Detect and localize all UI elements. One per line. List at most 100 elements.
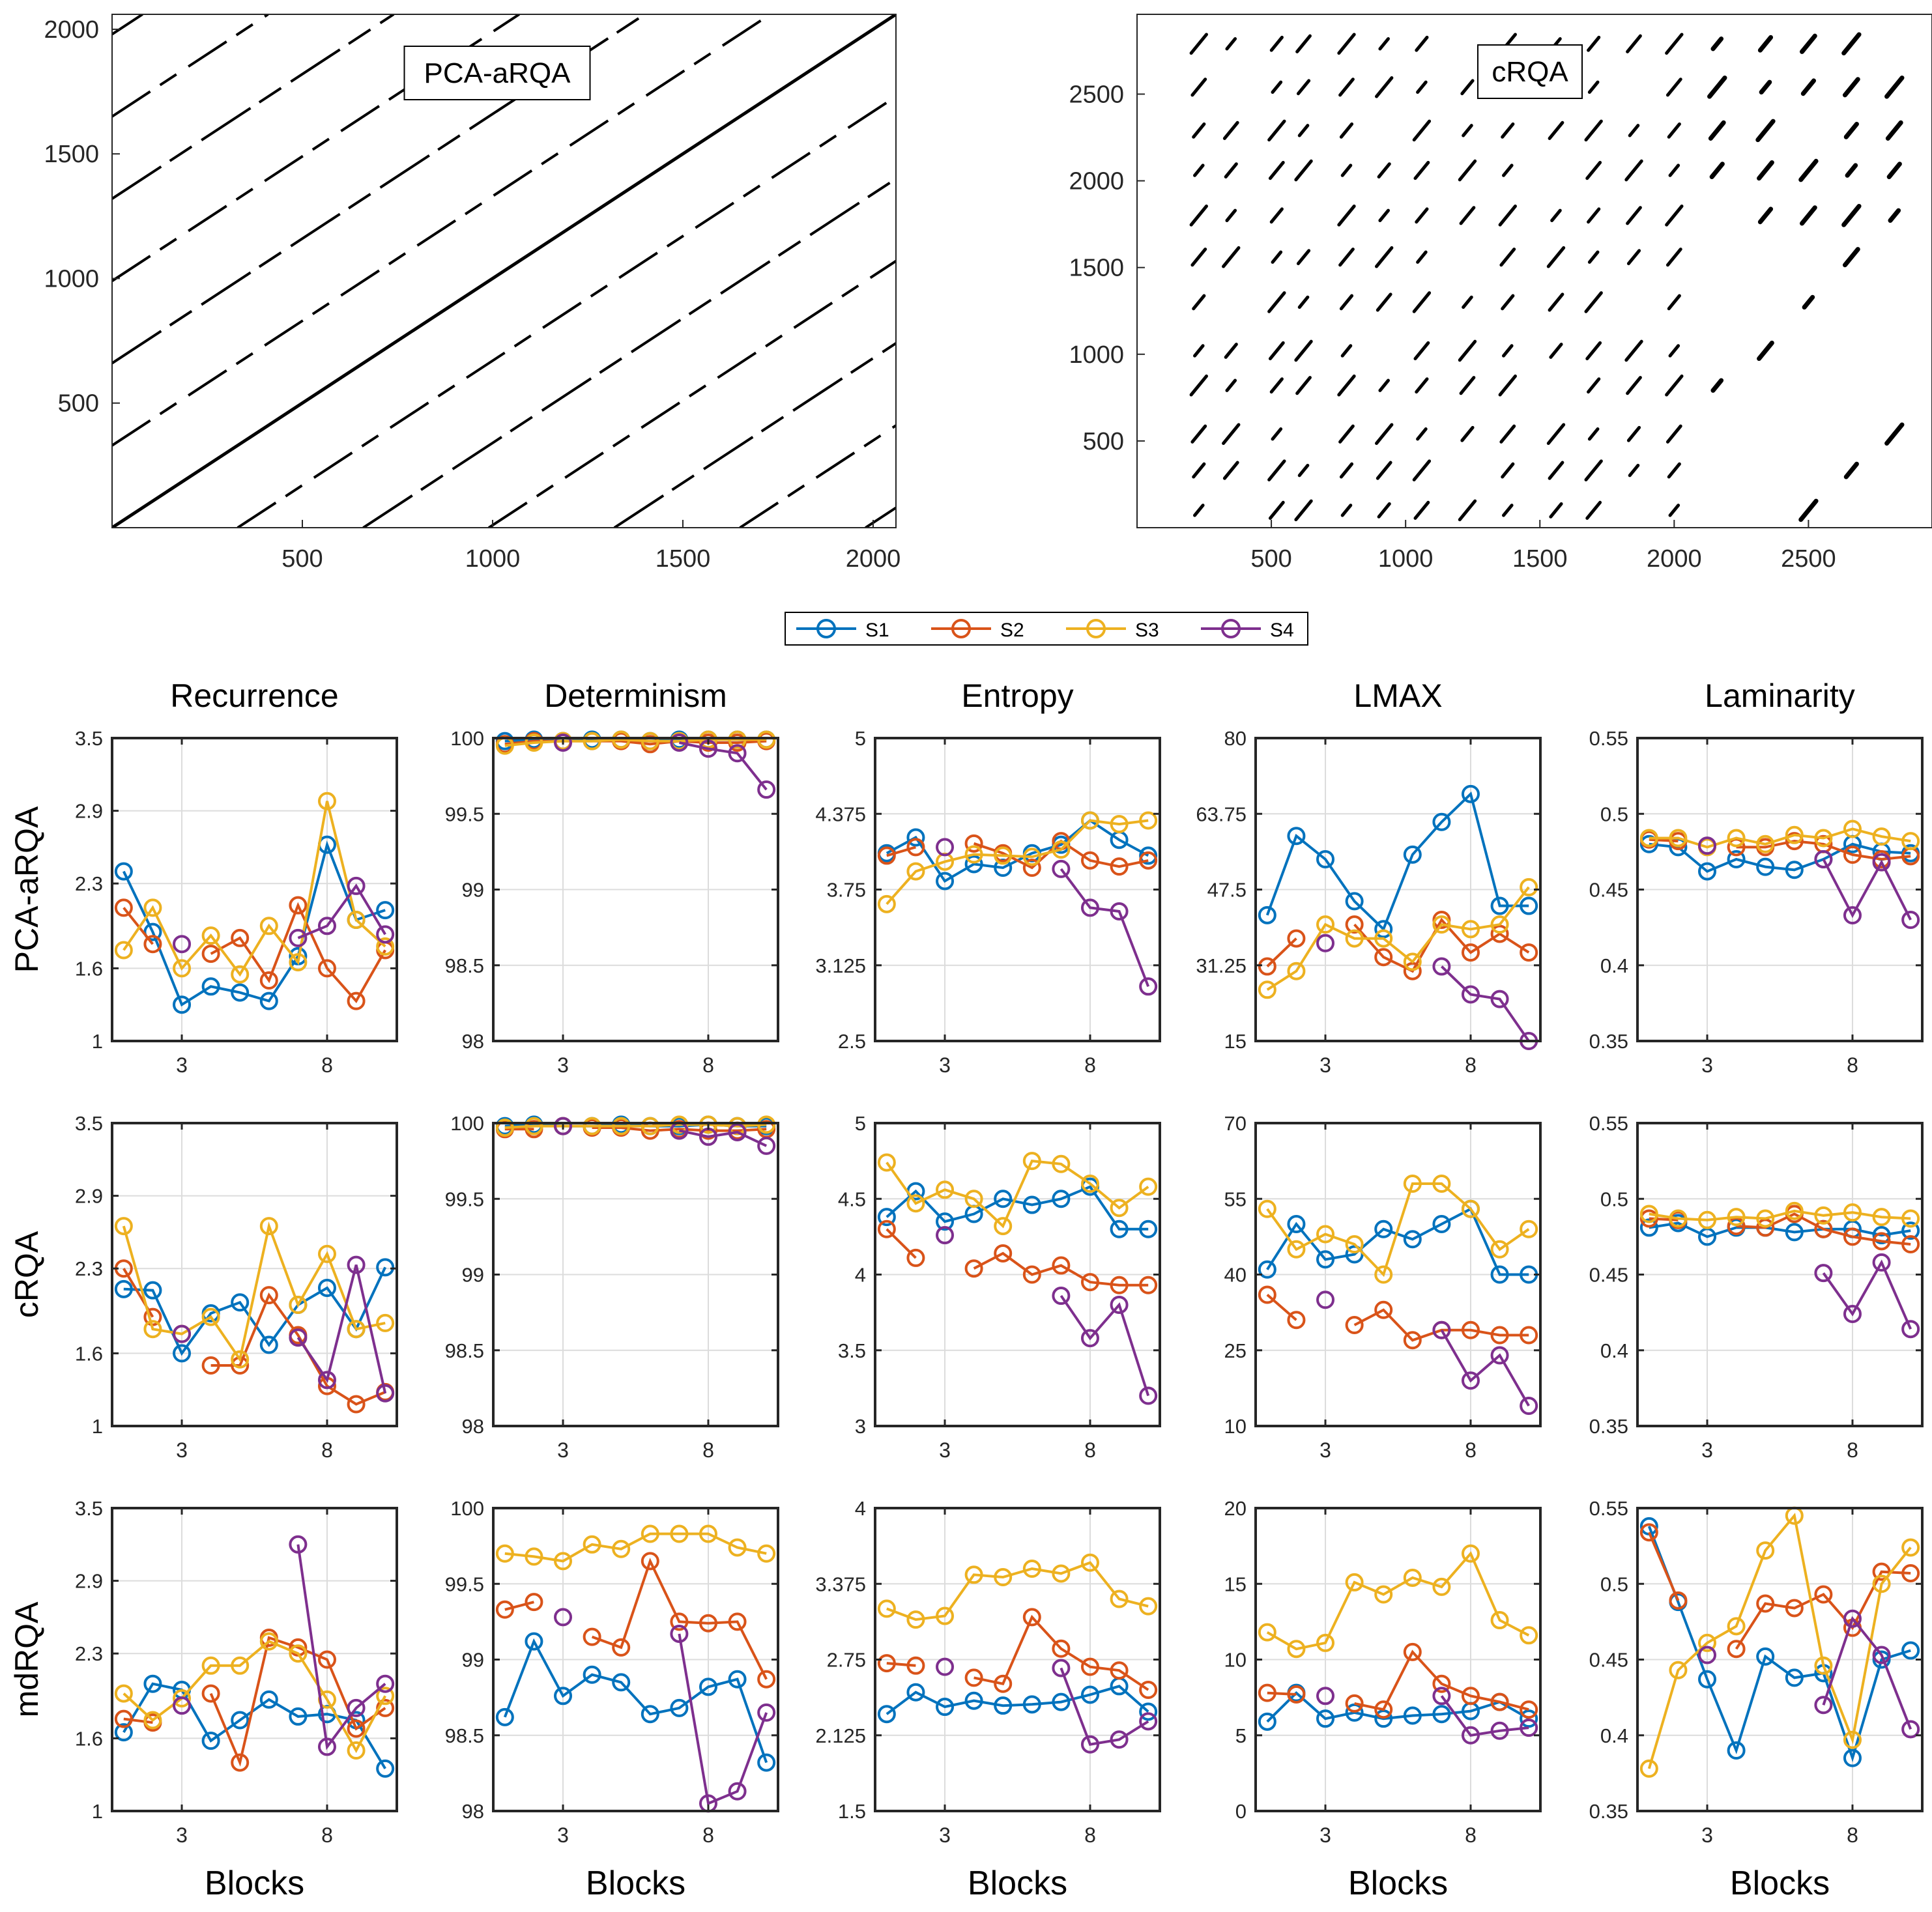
data-point-s3: [1374, 1585, 1393, 1604]
y-tick-label: 1.6: [75, 1727, 103, 1750]
data-point-s1: [964, 855, 983, 874]
series-s3: [877, 811, 1158, 913]
data-point-s1: [114, 862, 133, 881]
recurrence-event: [1800, 78, 1817, 96]
data-point-s3: [289, 953, 308, 972]
data-point-s1: [554, 1687, 573, 1705]
data-point-s3: [1872, 1575, 1891, 1593]
data-point-s3: [376, 937, 395, 956]
y-tick-label: 0.5: [1600, 803, 1628, 825]
series-s3: [1258, 1544, 1538, 1659]
data-point-s1: [964, 1691, 983, 1710]
data-point-s1: [699, 1677, 717, 1696]
data-point-s3: [259, 917, 278, 935]
recurrence-event: [1585, 341, 1602, 361]
data-point-s3: [1052, 1564, 1071, 1583]
series-line-s4: [1440, 1329, 1530, 1406]
recurrence-event: [1498, 374, 1517, 397]
y-tick-label: 0.4: [1600, 1724, 1628, 1747]
data-point-s3: [1727, 829, 1746, 848]
column-title-laminarity: Laminarity: [1705, 678, 1855, 714]
data-point-s3: [1258, 1623, 1276, 1642]
data-point-s4: [1814, 1264, 1833, 1283]
recurrence-event: [1802, 294, 1815, 310]
data-point-s3: [877, 1599, 896, 1618]
data-point-s1: [1316, 850, 1335, 868]
data-point-s2: [964, 834, 983, 853]
y-tick-label: 2.125: [815, 1724, 866, 1747]
data-point-s2: [317, 959, 336, 978]
series-s1: [495, 1632, 776, 1772]
recurrence-event: [1888, 208, 1901, 223]
series-line-s3: [123, 1640, 386, 1754]
recurrence-event: [1757, 35, 1774, 53]
data-point-s3: [583, 1535, 601, 1554]
data-point-s2: [1461, 943, 1480, 962]
recurrence-event: [1585, 500, 1602, 520]
data-point-s3: [1022, 848, 1041, 866]
data-point-s3: [1022, 1560, 1041, 1578]
panel-frame: [111, 1122, 398, 1427]
recurrence-event: [1710, 36, 1724, 51]
data-point-s3: [1345, 929, 1364, 948]
recurrence-event: [1416, 80, 1428, 94]
data-point-s3: [289, 1644, 308, 1663]
y-tick-label: 10: [1224, 1649, 1247, 1672]
data-point-s3: [1287, 1640, 1306, 1659]
data-point-s1: [1785, 1223, 1804, 1242]
data-point-s3: [1698, 1633, 1717, 1652]
data-point-s2: [1843, 846, 1862, 864]
series-line-s1: [1647, 1526, 1911, 1763]
data-point-s3: [641, 732, 659, 750]
data-point-s2: [1814, 1220, 1833, 1238]
series-line-s2: [886, 1614, 1149, 1691]
x-tick-label: 8: [1847, 1053, 1858, 1077]
data-point-s2: [1461, 1687, 1480, 1705]
legend-entry-s2: S2: [931, 619, 1024, 641]
recurrence-event: [1337, 205, 1356, 227]
series-s4: [936, 1226, 1158, 1405]
legend-marker: [1221, 619, 1241, 638]
recurrence-event: [1297, 295, 1310, 309]
series-line-s3: [886, 1159, 1149, 1229]
series-line-s2: [1647, 1532, 1911, 1650]
recurrence-event: [1587, 377, 1601, 394]
y-tick-label: 31.25: [1196, 954, 1247, 977]
data-point-s3: [1490, 915, 1509, 934]
data-point-s3: [1345, 1573, 1364, 1591]
data-point-s4: [728, 1782, 747, 1801]
panel-crqa-lmax: 3 8 10 25 40 55 70: [1224, 1112, 1542, 1462]
data-point-s2: [964, 1259, 983, 1278]
data-point-s1: [583, 1665, 601, 1684]
y-tick-label: 47.5: [1207, 879, 1247, 902]
x-tick-label: 2500: [1781, 545, 1836, 573]
series-line-s2: [504, 1126, 767, 1132]
data-point-s3: [114, 1217, 133, 1236]
series-s4: [554, 1117, 776, 1155]
recurrence-event: [1224, 162, 1238, 178]
recurrence-event: [1584, 459, 1603, 481]
series-line-s1: [1649, 1221, 1911, 1238]
data-point-s3: [231, 965, 250, 984]
data-point-s3: [906, 1610, 925, 1629]
x-tick-label: 2000: [1647, 545, 1702, 573]
data-point-s2: [1520, 943, 1538, 962]
recurrence-event: [1709, 162, 1725, 179]
data-point-s4: [1139, 1386, 1158, 1405]
y-tick-label: 0.5: [1600, 1188, 1628, 1210]
data-point-s1: [936, 1212, 955, 1231]
recurrence-event: [1297, 124, 1310, 137]
data-point-s1: [1843, 1748, 1862, 1767]
data-point-s3: [1756, 1209, 1775, 1228]
data-point-s3: [1814, 1656, 1833, 1675]
data-point-s2: [1490, 1326, 1509, 1345]
data-point-s3: [1756, 835, 1775, 853]
rp-content: [1189, 32, 1905, 522]
recurrence-event: [1757, 160, 1774, 181]
panel-background: [112, 1123, 397, 1426]
recurrence-event: [1193, 164, 1205, 177]
series-line-s4: [1440, 1695, 1529, 1737]
y-tick-label: 98: [462, 1030, 484, 1053]
recurrence-event: [1338, 248, 1355, 267]
data-point-s4: [1080, 1329, 1099, 1348]
